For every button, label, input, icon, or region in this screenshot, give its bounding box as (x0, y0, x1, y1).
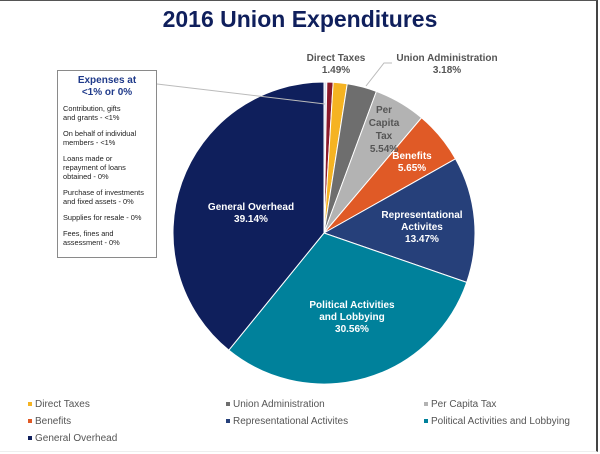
callout-leader-line (156, 83, 326, 105)
label-political-l2: and Lobbying (319, 312, 385, 323)
label-per-capita-pct: 5.54% (369, 144, 399, 155)
callout-title: Expenses at <1% or 0% (63, 75, 151, 99)
callout-item-line: Fees, fines and (63, 229, 114, 238)
pie-slice-political-activities-and-lobbying (228, 232, 468, 385)
label-representational-pct: 13.47% (405, 234, 439, 245)
label-benefits-pct: 5.65% (397, 163, 427, 174)
callout-item: Contribution, gifts and grants - <1% (63, 104, 151, 122)
legend-label: Representational Activites (233, 415, 349, 427)
legend-item-union-admin[interactable]: Union Administration (226, 398, 424, 410)
pie-slice-representational-activites (322, 158, 476, 283)
callout-item-line: Loans made or (63, 154, 113, 163)
label-per-capita: Per Capita Tax 5.54% (362, 104, 406, 156)
legend-item-representational[interactable]: Representational Activites (226, 415, 424, 427)
label-general-pct: 39.14% (234, 214, 268, 225)
label-union-admin-name: Union Administration (396, 53, 498, 64)
legend: Direct Taxes Union Administration Per Ca… (28, 398, 588, 444)
legend-item-political[interactable]: Political Activities and Lobbying (424, 415, 594, 427)
callout-title-line2: <1% or 0% (81, 87, 133, 98)
callout-item-line: On behalf of individual (63, 129, 137, 138)
legend-swatch (28, 436, 32, 440)
label-general: General Overhead 39.14% (196, 202, 306, 226)
union-admin-leader-line (365, 62, 392, 87)
legend-label: General Overhead (35, 432, 118, 444)
legend-label: Political Activities and Lobbying (431, 415, 570, 427)
label-direct-taxes-name: Direct Taxes (306, 53, 366, 64)
callout-item-line: Purchase of investments (63, 188, 144, 197)
callout-item-line: Supplies for resale - 0% (63, 213, 142, 222)
callout-item: Supplies for resale - 0% (63, 213, 151, 222)
label-direct-taxes: Direct Taxes 1.49% (296, 53, 376, 77)
label-general-name: General Overhead (207, 202, 295, 213)
legend-swatch (226, 402, 230, 406)
callout-item-line: assessment - 0% (63, 238, 120, 247)
legend-item-general-overhead[interactable]: General Overhead (28, 432, 226, 444)
label-per-capita-l2: Capita (368, 118, 400, 129)
legend-label: Direct Taxes (35, 398, 90, 410)
callout-item-line: Contribution, gifts (63, 104, 121, 113)
legend-label: Per Capita Tax (431, 398, 497, 410)
callout-item: On behalf of individual members - <1% (63, 129, 151, 147)
pie-slices (172, 81, 476, 385)
callout-item-line: members - <1% (63, 138, 116, 147)
chart-title: 2016 Union Expenditures (162, 6, 438, 32)
callout-item: Loans made or repayment of loans obtaine… (63, 154, 151, 181)
legend-swatch (28, 419, 32, 423)
callout-item-line: and grants - <1% (63, 113, 120, 122)
label-union-admin-pct: 3.18% (432, 65, 462, 76)
label-representational-l2: Activites (401, 222, 443, 233)
callout-item: Fees, fines and assessment - 0% (63, 229, 151, 247)
legend-label: Union Administration (233, 398, 325, 410)
legend-swatch (226, 419, 230, 423)
legend-item-direct-taxes[interactable]: Direct Taxes (28, 398, 226, 410)
label-per-capita-l3: Tax (375, 131, 393, 142)
callout-title-line1: Expenses at (77, 75, 137, 86)
callout-item-line: repayment of loans (63, 163, 126, 172)
small-expenses-callout: Expenses at <1% or 0% Contribution, gift… (57, 70, 157, 258)
label-political: Political Activities and Lobbying 30.56% (293, 300, 411, 336)
legend-item-benefits[interactable]: Benefits (28, 415, 226, 427)
label-representational-l1: Representational (381, 210, 463, 221)
label-direct-taxes-pct: 1.49% (321, 65, 351, 76)
callout-item: Purchase of investments and fixed assets… (63, 188, 151, 206)
legend-swatch (28, 402, 32, 406)
label-representational: Representational Activites 13.47% (372, 210, 472, 246)
label-benefits: Benefits 5.65% (382, 151, 442, 175)
pie-slice-general-overhead (172, 81, 325, 351)
label-union-admin: Union Administration 3.18% (384, 53, 510, 77)
callout-item-line: obtained - 0% (63, 172, 109, 181)
legend-label: Benefits (35, 415, 72, 427)
callout-item-line: and fixed assets - 0% (63, 197, 134, 206)
legend-swatch (424, 419, 428, 423)
label-benefits-name: Benefits (392, 151, 432, 162)
label-political-l1: Political Activities (309, 300, 395, 311)
label-political-pct: 30.56% (335, 324, 369, 335)
legend-item-per-capita[interactable]: Per Capita Tax (424, 398, 594, 410)
legend-swatch (424, 402, 428, 406)
label-per-capita-l1: Per (375, 105, 393, 116)
